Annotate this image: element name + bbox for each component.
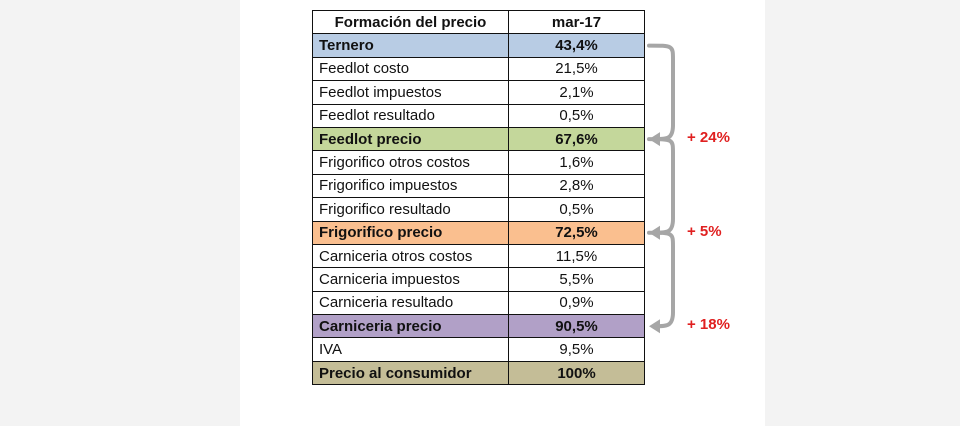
price-formation-table: Formación del precio mar-17 Ternero 43,4%…: [312, 9, 645, 386]
table-row: Carniceria impuestos 5,5%: [312, 267, 645, 292]
arrow-head-icon: [649, 319, 660, 334]
row-value: 2,1%: [508, 80, 645, 105]
table-row: Carniceria otros costos 11,5%: [312, 243, 645, 269]
table-row: IVA 9,5%: [312, 337, 645, 362]
row-label: Ternero: [312, 33, 509, 58]
increment-label: + 24%: [687, 129, 730, 147]
table-row: Frigorifico resultado 0,5%: [312, 197, 645, 222]
row-value: 43,4%: [508, 33, 645, 58]
row-value: 90,5%: [508, 314, 645, 339]
table-row: Carniceria precio 90,5%: [312, 314, 645, 339]
row-value: 11,5%: [508, 243, 645, 269]
bracket-arrow: [647, 137, 675, 235]
document-page: Formación del precio mar-17 Ternero 43,4%…: [240, 0, 765, 426]
row-label: Precio al consumidor: [312, 360, 509, 386]
increment-label: + 5%: [687, 222, 722, 240]
row-value: 67,6%: [508, 126, 645, 152]
table-body: Ternero 43,4% Feedlot costo 21,5% Feedlot im…: [312, 33, 645, 386]
row-label: Carniceria resultado: [312, 290, 509, 316]
table-row: Frigorifico impuestos 2,8%: [312, 173, 645, 199]
row-value: 0,5%: [508, 103, 645, 128]
bracket-arrow: [647, 43, 675, 142]
bracket-arrow: [647, 230, 675, 329]
row-value: 21,5%: [508, 56, 645, 82]
row-label: Frigorifico resultado: [312, 197, 509, 222]
row-value: 2,8%: [508, 173, 645, 199]
table-row: Feedlot costo 21,5%: [312, 56, 645, 82]
row-label: Feedlot costo: [312, 56, 509, 82]
row-value: 5,5%: [508, 267, 645, 292]
table-row: Ternero 43,4%: [312, 33, 645, 58]
column-header-date: mar-17: [508, 9, 645, 35]
row-label: IVA: [312, 337, 509, 362]
row-label: Carniceria precio: [312, 314, 509, 339]
row-label: Feedlot precio: [312, 126, 509, 152]
table-row: Feedlot impuestos 2,1%: [312, 80, 645, 105]
row-label: Frigorifico otros costos: [312, 150, 509, 175]
row-value: 0,9%: [508, 290, 645, 316]
increment-label: + 18%: [687, 316, 730, 334]
row-value: 9,5%: [508, 337, 645, 362]
table-row: Precio al consumidor 100%: [312, 360, 645, 386]
row-label: Carniceria otros costos: [312, 243, 509, 269]
table-row: Carniceria resultado 0,9%: [312, 290, 645, 316]
table-header-row: Formación del precio mar-17: [312, 9, 645, 35]
row-label: Feedlot resultado: [312, 103, 509, 128]
row-value: 100%: [508, 360, 645, 386]
row-label: Carniceria impuestos: [312, 267, 509, 292]
table-row: Feedlot resultado 0,5%: [312, 103, 645, 128]
row-value: 72,5%: [508, 220, 645, 245]
table-row: Feedlot precio 67,6%: [312, 126, 645, 152]
